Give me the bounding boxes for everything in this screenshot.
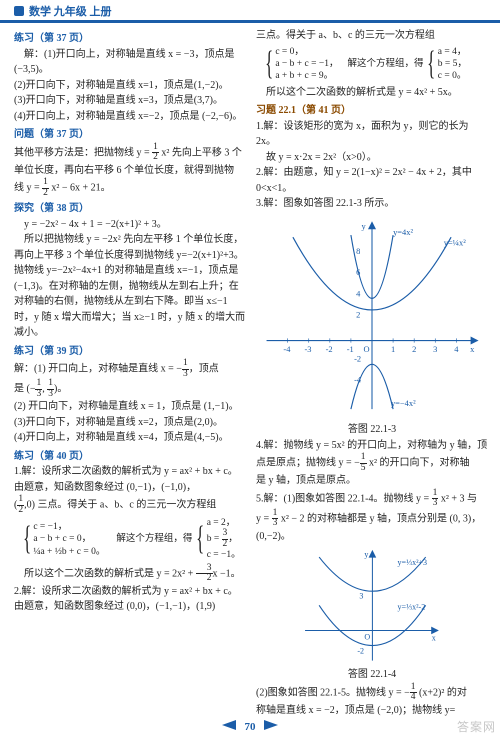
- svg-text:O: O: [364, 633, 370, 642]
- svg-text:8: 8: [356, 246, 360, 256]
- page-header: 数学 九年级 上册: [0, 0, 500, 22]
- svg-text:y=¼x²: y=¼x²: [444, 237, 466, 247]
- section-head: 问题（第 37 页）: [14, 127, 246, 143]
- brace-system: 解这个方程组，得 { a = 2， b = 32， c = −1。: [116, 517, 240, 562]
- svg-text:2: 2: [356, 309, 360, 319]
- body-text: 故 y = x·2x = 2x²（x>0）。: [256, 150, 488, 166]
- body-text: 5.解：(1)图象如答图 22.1-4。抛物线 y = 13 x² + 3 与: [256, 489, 488, 509]
- page-number: 70: [245, 721, 256, 733]
- body-text: 所以把抛物线 y = −2x² 先向左平移 1 个单位长度，再向上平移 3 个单…: [14, 232, 246, 341]
- brace-system: 解这个方程组，得 { a = 4， b = 5， c = 0。: [347, 46, 466, 83]
- section-head: 探究（第 38 页）: [14, 201, 246, 217]
- body-text: 4.解：抛物线 y = 5x² 的开口向上，对称轴为 y 轴，顶: [256, 438, 488, 454]
- body-text: 所以这个二次函数的解析式是 y = 4x² + 5x。: [256, 85, 488, 101]
- header-rule-thin: [0, 22, 500, 23]
- body-text: 解：(1) 开口向上，对称轴是直线 x = −13，顶点: [14, 359, 246, 379]
- body-text: 1.解：设该矩形的宽为 x，面积为 y，则它的长为 2x。: [256, 119, 488, 150]
- svg-text:-2: -2: [326, 344, 333, 354]
- body-text: 2.解：由题意，知 y = 2(1−x)² = 2x² − 4x + 2，其中 …: [256, 165, 488, 196]
- body-text: 3.解：图象如答图 22.1-3 所示。: [256, 196, 488, 212]
- body-text: (4)开口向上，对称轴是直线 x=4，顶点是(4,−5)。: [14, 430, 246, 446]
- svg-text:x: x: [431, 634, 435, 643]
- svg-text:y: y: [361, 220, 366, 230]
- svg-text:4: 4: [454, 344, 459, 354]
- svg-text:4: 4: [356, 288, 361, 298]
- body-text: (2)开口向下，对称轴是直线 x=1，顶点是(1,−2)。: [14, 78, 246, 94]
- body-text: y = −2x² − 4x + 1 = −2(x+1)² + 3。: [14, 217, 246, 233]
- body-text: 2.解：设所求二次函数的解析式为 y = ax² + bx + c。由题意，知函…: [14, 584, 246, 615]
- body-text: 1.解：设所求二次函数的解析式为 y = ax² + bx + c。由题意，知函…: [14, 464, 246, 495]
- graph-22-1-3: -4-3-2-1 1234 xyO 8642 -2-4 y=4x² y=¼x² …: [256, 214, 488, 414]
- header-bullet: [14, 6, 24, 16]
- body-text: (12,0) 三点。得关于 a、b、c 的三元一次方程组: [14, 495, 246, 515]
- body-text: 线 y = 12 x² − 6x + 21。: [14, 178, 246, 198]
- svg-text:1: 1: [391, 344, 395, 354]
- header-title: 数学 九年级 上册: [29, 3, 112, 19]
- svg-text:y=⅓x²-2: y=⅓x²-2: [397, 603, 425, 612]
- body-text: y = 13 x² − 2 的对称轴都是 y 轴，顶点分别是 (0, 3)，(0…: [256, 509, 488, 545]
- svg-text:-1: -1: [347, 344, 354, 354]
- arrow-left-icon: [222, 720, 236, 730]
- svg-text:3: 3: [359, 592, 363, 601]
- svg-text:O: O: [364, 344, 370, 354]
- fraction: 13: [47, 379, 54, 399]
- section-head: 习题 22.1（第 41 页）: [256, 103, 488, 119]
- body-text: 其他平移方法是：把抛物线 y = 12 x² 先向上平移 3 个单位长度，再向右…: [14, 143, 246, 179]
- body-text: 是 y 轴，顶点是原点。: [256, 473, 488, 489]
- body-text: 是 (−13, 13)。: [14, 379, 246, 399]
- body-text: 解：(1)开口向上，对称轴是直线 x = −3，顶点是 (−3,5)。: [14, 47, 246, 78]
- svg-text:x: x: [470, 344, 475, 354]
- brace-system: { c = 0， a − b + c = −1， a + b + c = 9。: [261, 46, 338, 83]
- section-head: 练习（第 37 页）: [14, 31, 246, 47]
- brace-left: {: [265, 47, 273, 81]
- fraction: 14: [410, 683, 417, 703]
- brace-system: { c = −1， a − b + c = 0， ¼a + ½b + c = 0…: [19, 521, 105, 558]
- svg-text:2: 2: [412, 344, 416, 354]
- brace-left: {: [196, 522, 204, 556]
- svg-text:y=4x²: y=4x²: [393, 227, 413, 237]
- body-text: (3)开口向下，对称轴是直线 x=3，顶点是(3,7)。: [14, 93, 246, 109]
- body-text: 所以这个二次函数的解析式是 y = 2x² + 32x −1。: [14, 564, 246, 584]
- fraction: 12: [152, 143, 159, 163]
- svg-text:-3: -3: [305, 344, 312, 354]
- page-footer: 70: [0, 720, 500, 733]
- fraction: 15: [360, 453, 367, 473]
- body-text: 称轴是直线 x = −2，顶点是 (−2,0)；抛物线 y=: [256, 703, 488, 719]
- brace-left: {: [428, 47, 436, 81]
- right-column: 三点。得关于 a、b、c 的三元一次方程组 { c = 0， a − b + c…: [256, 28, 488, 718]
- svg-text:y=⅓x²+3: y=⅓x²+3: [397, 558, 427, 567]
- fraction: 13: [35, 379, 42, 399]
- arrow-right-icon: [264, 720, 278, 730]
- left-column: 练习（第 37 页） 解：(1)开口向上，对称轴是直线 x = −3，顶点是 (…: [14, 28, 246, 718]
- graph-caption: 答图 22.1-4: [256, 667, 488, 683]
- svg-text:y=−4x²: y=−4x²: [391, 397, 416, 407]
- svg-text:-2: -2: [357, 647, 364, 656]
- svg-text:y: y: [364, 550, 368, 559]
- svg-text:3: 3: [433, 344, 437, 354]
- watermark: 答案网: [457, 718, 496, 735]
- svg-text:-2: -2: [354, 353, 361, 363]
- brace-left: {: [23, 522, 31, 556]
- svg-text:-4: -4: [283, 344, 291, 354]
- graph-caption: 答图 22.1-3: [256, 422, 488, 438]
- section-head: 练习（第 40 页）: [14, 449, 246, 465]
- fraction: 32: [196, 564, 213, 584]
- fraction: 13: [182, 359, 189, 379]
- body-text: (3)开口向下，对称轴是直线 x=2，顶点是(2,0)。: [14, 415, 246, 431]
- fraction: 12: [42, 178, 49, 198]
- section-head: 练习（第 39 页）: [14, 344, 246, 360]
- body-text: (2) 开口向下，对称轴是直线 x = 1，顶点是 (1,−1)。: [14, 399, 246, 415]
- body-text: (2)图象如答图 22.1-5。抛物线 y = −14 (x+2)² 的对: [256, 683, 488, 703]
- graph-22-1-4: y x O 3 -2 y=⅓x²+3 y=⅓x²-2: [297, 545, 448, 666]
- content-columns: 练习（第 37 页） 解：(1)开口向上，对称轴是直线 x = −3，顶点是 (…: [0, 22, 500, 718]
- body-text: 点是原点；抛物线 y = −15 x² 的开口向下，对称轴: [256, 453, 488, 473]
- body-text: 三点。得关于 a、b、c 的三元一次方程组: [256, 28, 488, 44]
- body-text: (4)开口向上，对称轴是直线 x=−2，顶点是 (−2,−6)。: [14, 109, 246, 125]
